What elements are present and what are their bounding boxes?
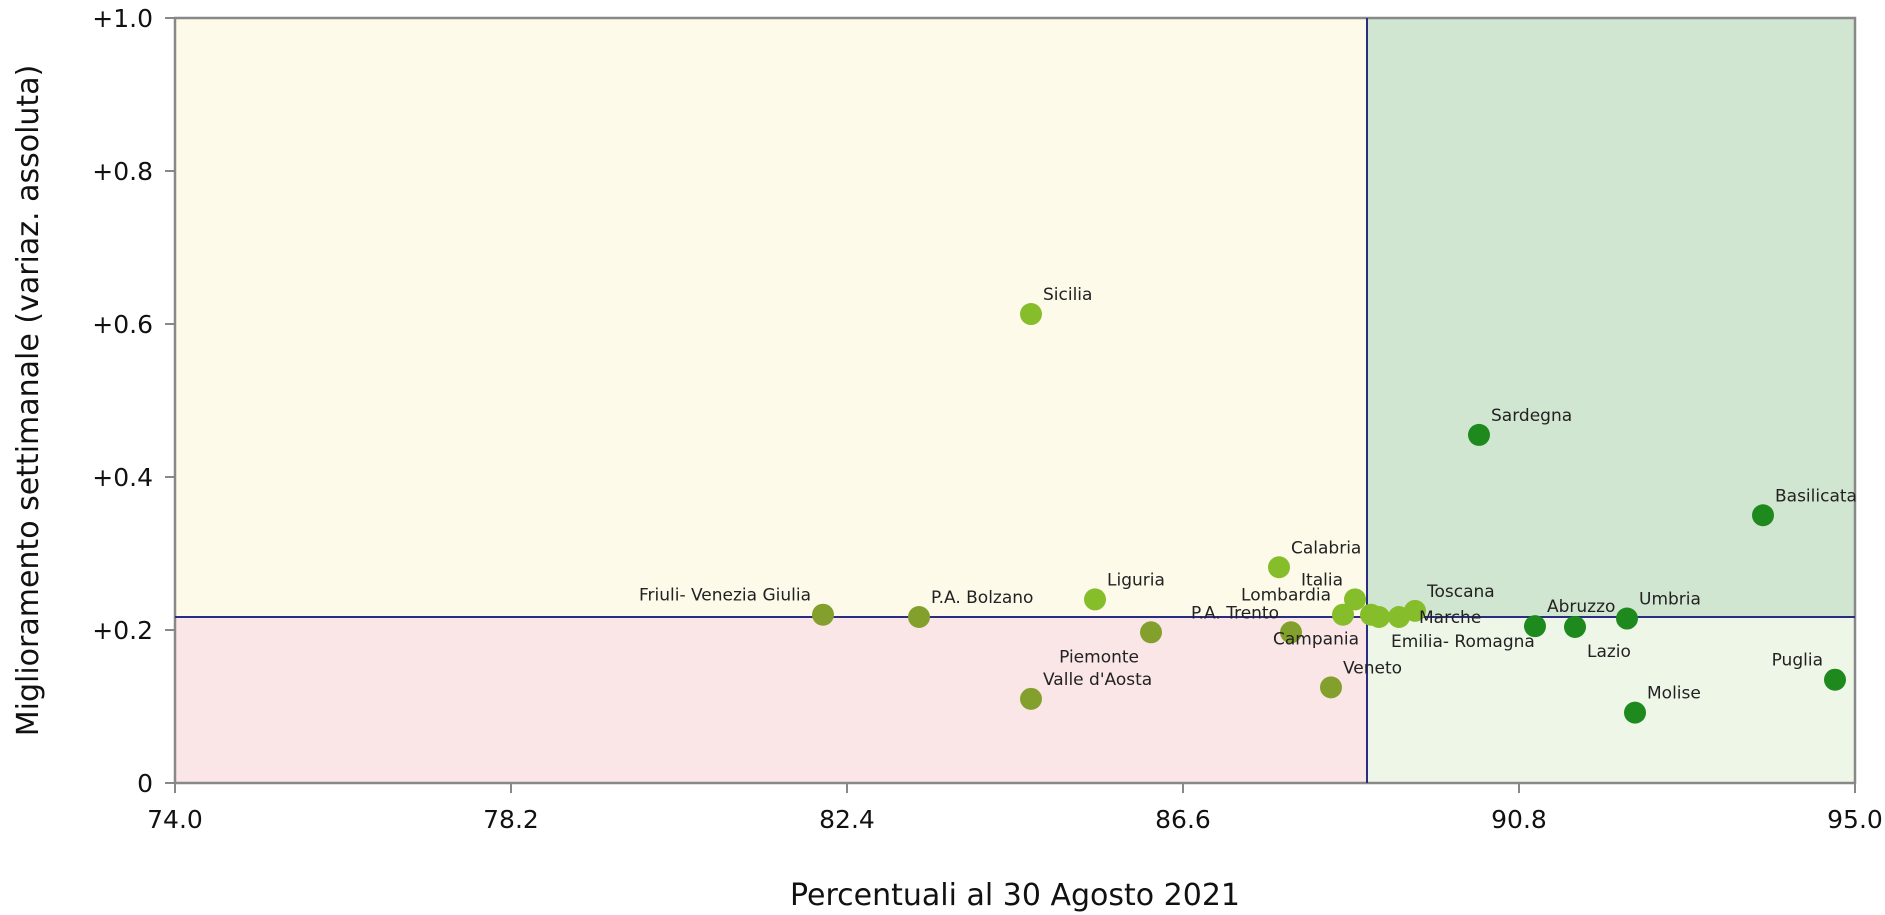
data-point — [1344, 588, 1366, 611]
x-axis-title: Percentuali al 30 Agosto 2021 — [790, 878, 1240, 913]
data-point — [1280, 621, 1302, 644]
data-point — [1020, 303, 1042, 326]
data-point-label: Calabria — [1291, 538, 1361, 558]
data-point — [1616, 607, 1638, 630]
y-tick-label: +1.0 — [92, 4, 153, 33]
x-tick-label: 82.4 — [819, 805, 875, 834]
data-point-label: P.A. Bolzano — [931, 588, 1033, 608]
y-tick-label: +0.8 — [92, 157, 153, 186]
plot-frame — [173, 16, 1857, 785]
quadrant-backgrounds — [175, 18, 1855, 783]
data-point-label: Molise — [1647, 684, 1701, 704]
x-tick-label: 86.6 — [1155, 805, 1211, 834]
data-point-label: Lombardia — [1241, 586, 1331, 606]
y-tick-label: +0.4 — [92, 463, 153, 492]
data-point — [908, 605, 930, 628]
x-tick-label: 74.0 — [147, 805, 203, 834]
x-axis: 74.0 78.2 82.4 86.6 90.8 95.0 — [147, 783, 1883, 834]
data-point — [1752, 504, 1774, 527]
data-point-label: Veneto — [1343, 658, 1402, 678]
data-point-label: P.A. Trento — [1191, 603, 1279, 623]
data-point-label: Valle d'Aosta — [1043, 670, 1152, 690]
y-tick-label: +0.2 — [92, 616, 153, 645]
data-point — [812, 603, 834, 626]
quadrant-top-right — [1367, 18, 1855, 617]
data-point-label: Liguria — [1107, 570, 1165, 590]
data-point-label: Basilicata — [1775, 486, 1857, 506]
data-point-label: Abruzzo — [1547, 597, 1615, 617]
data-point-label: Friuli- Venezia Giulia — [639, 586, 811, 606]
y-tick-label: +0.6 — [92, 310, 153, 339]
data-point-label: Italia — [1301, 570, 1343, 590]
data-point-label: Umbria — [1639, 590, 1701, 610]
data-point-label: Piemonte — [1059, 647, 1139, 667]
data-point — [1268, 556, 1290, 579]
y-axis-title: Miglioramento settimanale (variaz. assol… — [11, 65, 46, 737]
data-point — [1468, 423, 1490, 446]
data-point-label: Emilia- Romagna — [1391, 632, 1535, 652]
quadrant-top-left — [175, 18, 1367, 617]
data-point — [1140, 621, 1162, 644]
data-point-label: Campania — [1273, 630, 1359, 650]
y-axis: 0 +0.2 +0.4 +0.6 +0.8 +1.0 — [92, 4, 175, 798]
data-point-label: Toscana — [1426, 582, 1495, 602]
quadrant-bottom-left — [175, 616, 1367, 783]
data-point-labels: Sicilia Friuli- Venezia Giulia P.A. Bolzan… — [639, 285, 1857, 704]
data-point — [1368, 605, 1390, 628]
data-point — [1332, 603, 1354, 626]
y-tick-label: 0 — [137, 769, 153, 798]
data-point — [1388, 605, 1410, 628]
data-point — [1524, 615, 1546, 638]
data-point-label: Marche — [1419, 608, 1481, 628]
data-point — [1084, 588, 1106, 611]
data-point — [1020, 687, 1042, 710]
x-tick-label: 90.8 — [1491, 805, 1547, 834]
data-point — [1824, 668, 1846, 691]
data-point — [1320, 676, 1342, 699]
x-tick-label: 78.2 — [483, 805, 539, 834]
data-point-label: Puglia — [1772, 651, 1823, 671]
data-point-label: Sardegna — [1491, 406, 1572, 426]
data-point-label: Lazio — [1587, 642, 1631, 662]
data-point — [1624, 701, 1646, 724]
quadrant-bottom-right — [1367, 616, 1855, 783]
data-points — [812, 303, 1846, 724]
x-tick-label: 95.0 — [1827, 805, 1883, 834]
data-point-label: Sicilia — [1043, 285, 1092, 305]
data-point — [1564, 615, 1586, 638]
